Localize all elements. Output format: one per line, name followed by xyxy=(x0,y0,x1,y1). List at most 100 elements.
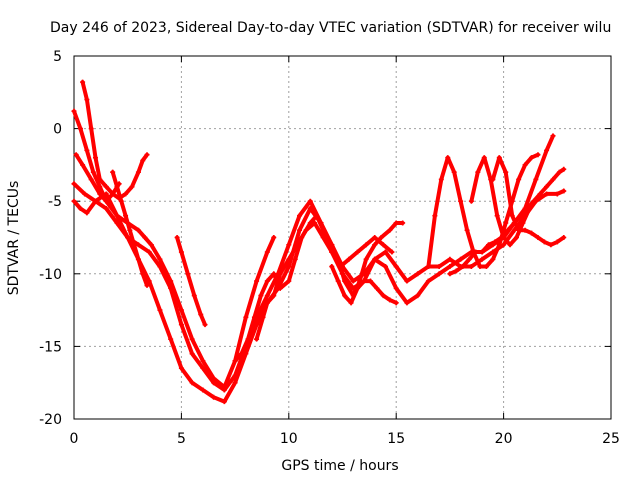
data-point xyxy=(415,271,421,277)
data-point xyxy=(404,300,410,306)
plot-frame xyxy=(73,55,612,420)
data-point xyxy=(103,184,109,190)
data-point xyxy=(544,184,550,190)
data-point xyxy=(516,176,522,182)
data-point xyxy=(479,249,485,255)
series-arc-13 xyxy=(490,155,567,248)
data-point xyxy=(524,205,530,211)
data-point xyxy=(329,249,335,255)
data-point xyxy=(221,399,227,405)
series-line xyxy=(72,133,555,404)
data-point xyxy=(382,264,388,270)
data-point xyxy=(178,322,184,328)
data-point xyxy=(314,213,320,219)
data-point xyxy=(142,235,148,240)
data-point xyxy=(529,155,535,161)
data-point xyxy=(329,242,335,248)
data-point xyxy=(88,126,94,132)
data-point xyxy=(245,336,251,342)
data-point xyxy=(103,205,109,211)
data-point xyxy=(264,249,270,255)
data-point xyxy=(135,169,141,175)
data-point xyxy=(114,184,120,190)
data-point xyxy=(544,191,550,197)
data-point xyxy=(243,314,249,320)
data-point xyxy=(520,220,526,226)
x-axis-ticks: 0 5 10 15 20 25 xyxy=(70,56,620,447)
data-point xyxy=(77,126,83,132)
data-point xyxy=(286,264,292,270)
data-point xyxy=(393,300,399,306)
data-point xyxy=(277,285,283,291)
data-point xyxy=(335,278,341,284)
data-point xyxy=(337,264,343,270)
y-tick-label: -20 xyxy=(39,412,62,428)
data-point xyxy=(372,242,378,248)
data-point xyxy=(361,278,367,284)
x-tick-label: 5 xyxy=(177,431,186,447)
data-point xyxy=(292,256,298,262)
data-point xyxy=(146,249,152,255)
data-point xyxy=(82,191,88,197)
data-point xyxy=(80,79,86,85)
data-point xyxy=(503,220,509,226)
data-point xyxy=(178,365,184,371)
data-point xyxy=(535,235,541,240)
y-tick-label: 5 xyxy=(53,49,62,65)
data-point xyxy=(198,311,204,317)
y-tick-label: -15 xyxy=(39,339,62,355)
data-point xyxy=(505,227,511,233)
data-point xyxy=(477,264,483,270)
data-point xyxy=(522,162,528,168)
data-point xyxy=(496,242,502,248)
data-point xyxy=(148,242,154,248)
series-arc-10 xyxy=(329,264,399,306)
data-point xyxy=(513,235,519,240)
data-point xyxy=(496,155,502,161)
data-point xyxy=(544,147,550,153)
data-point xyxy=(92,198,98,204)
data-point xyxy=(211,394,217,400)
data-point xyxy=(531,198,537,204)
data-point xyxy=(490,176,496,182)
data-point xyxy=(483,264,489,270)
data-point xyxy=(97,191,103,197)
series-line xyxy=(426,152,540,269)
data-point xyxy=(348,300,354,306)
data-point xyxy=(415,293,421,299)
data-point xyxy=(425,278,431,284)
data-point xyxy=(84,147,90,153)
data-point xyxy=(320,235,326,240)
data-point xyxy=(221,387,227,393)
data-point xyxy=(135,256,141,262)
data-point xyxy=(114,220,120,226)
data-point xyxy=(363,242,369,248)
data-point xyxy=(297,227,303,233)
data-point xyxy=(509,213,515,219)
data-point xyxy=(363,256,369,262)
data-point xyxy=(548,242,554,248)
data-point xyxy=(157,256,163,262)
data-point xyxy=(189,336,195,342)
data-point xyxy=(466,256,472,262)
data-point xyxy=(80,162,86,168)
data-point xyxy=(254,336,260,342)
y-tick-label: -10 xyxy=(39,267,62,283)
data-point xyxy=(447,271,453,277)
data-point xyxy=(271,293,277,299)
data-point xyxy=(453,268,459,274)
data-point xyxy=(447,256,453,262)
data-point xyxy=(393,264,399,270)
data-point xyxy=(211,380,217,386)
data-point xyxy=(146,278,152,284)
data-point xyxy=(88,176,94,182)
data-point xyxy=(490,256,496,262)
data-point xyxy=(127,227,133,233)
data-point xyxy=(185,271,191,277)
data-point xyxy=(286,278,292,284)
data-point xyxy=(447,264,453,270)
data-point xyxy=(346,256,352,262)
data-point xyxy=(135,242,141,248)
data-point xyxy=(191,293,197,299)
data-point xyxy=(475,169,481,175)
